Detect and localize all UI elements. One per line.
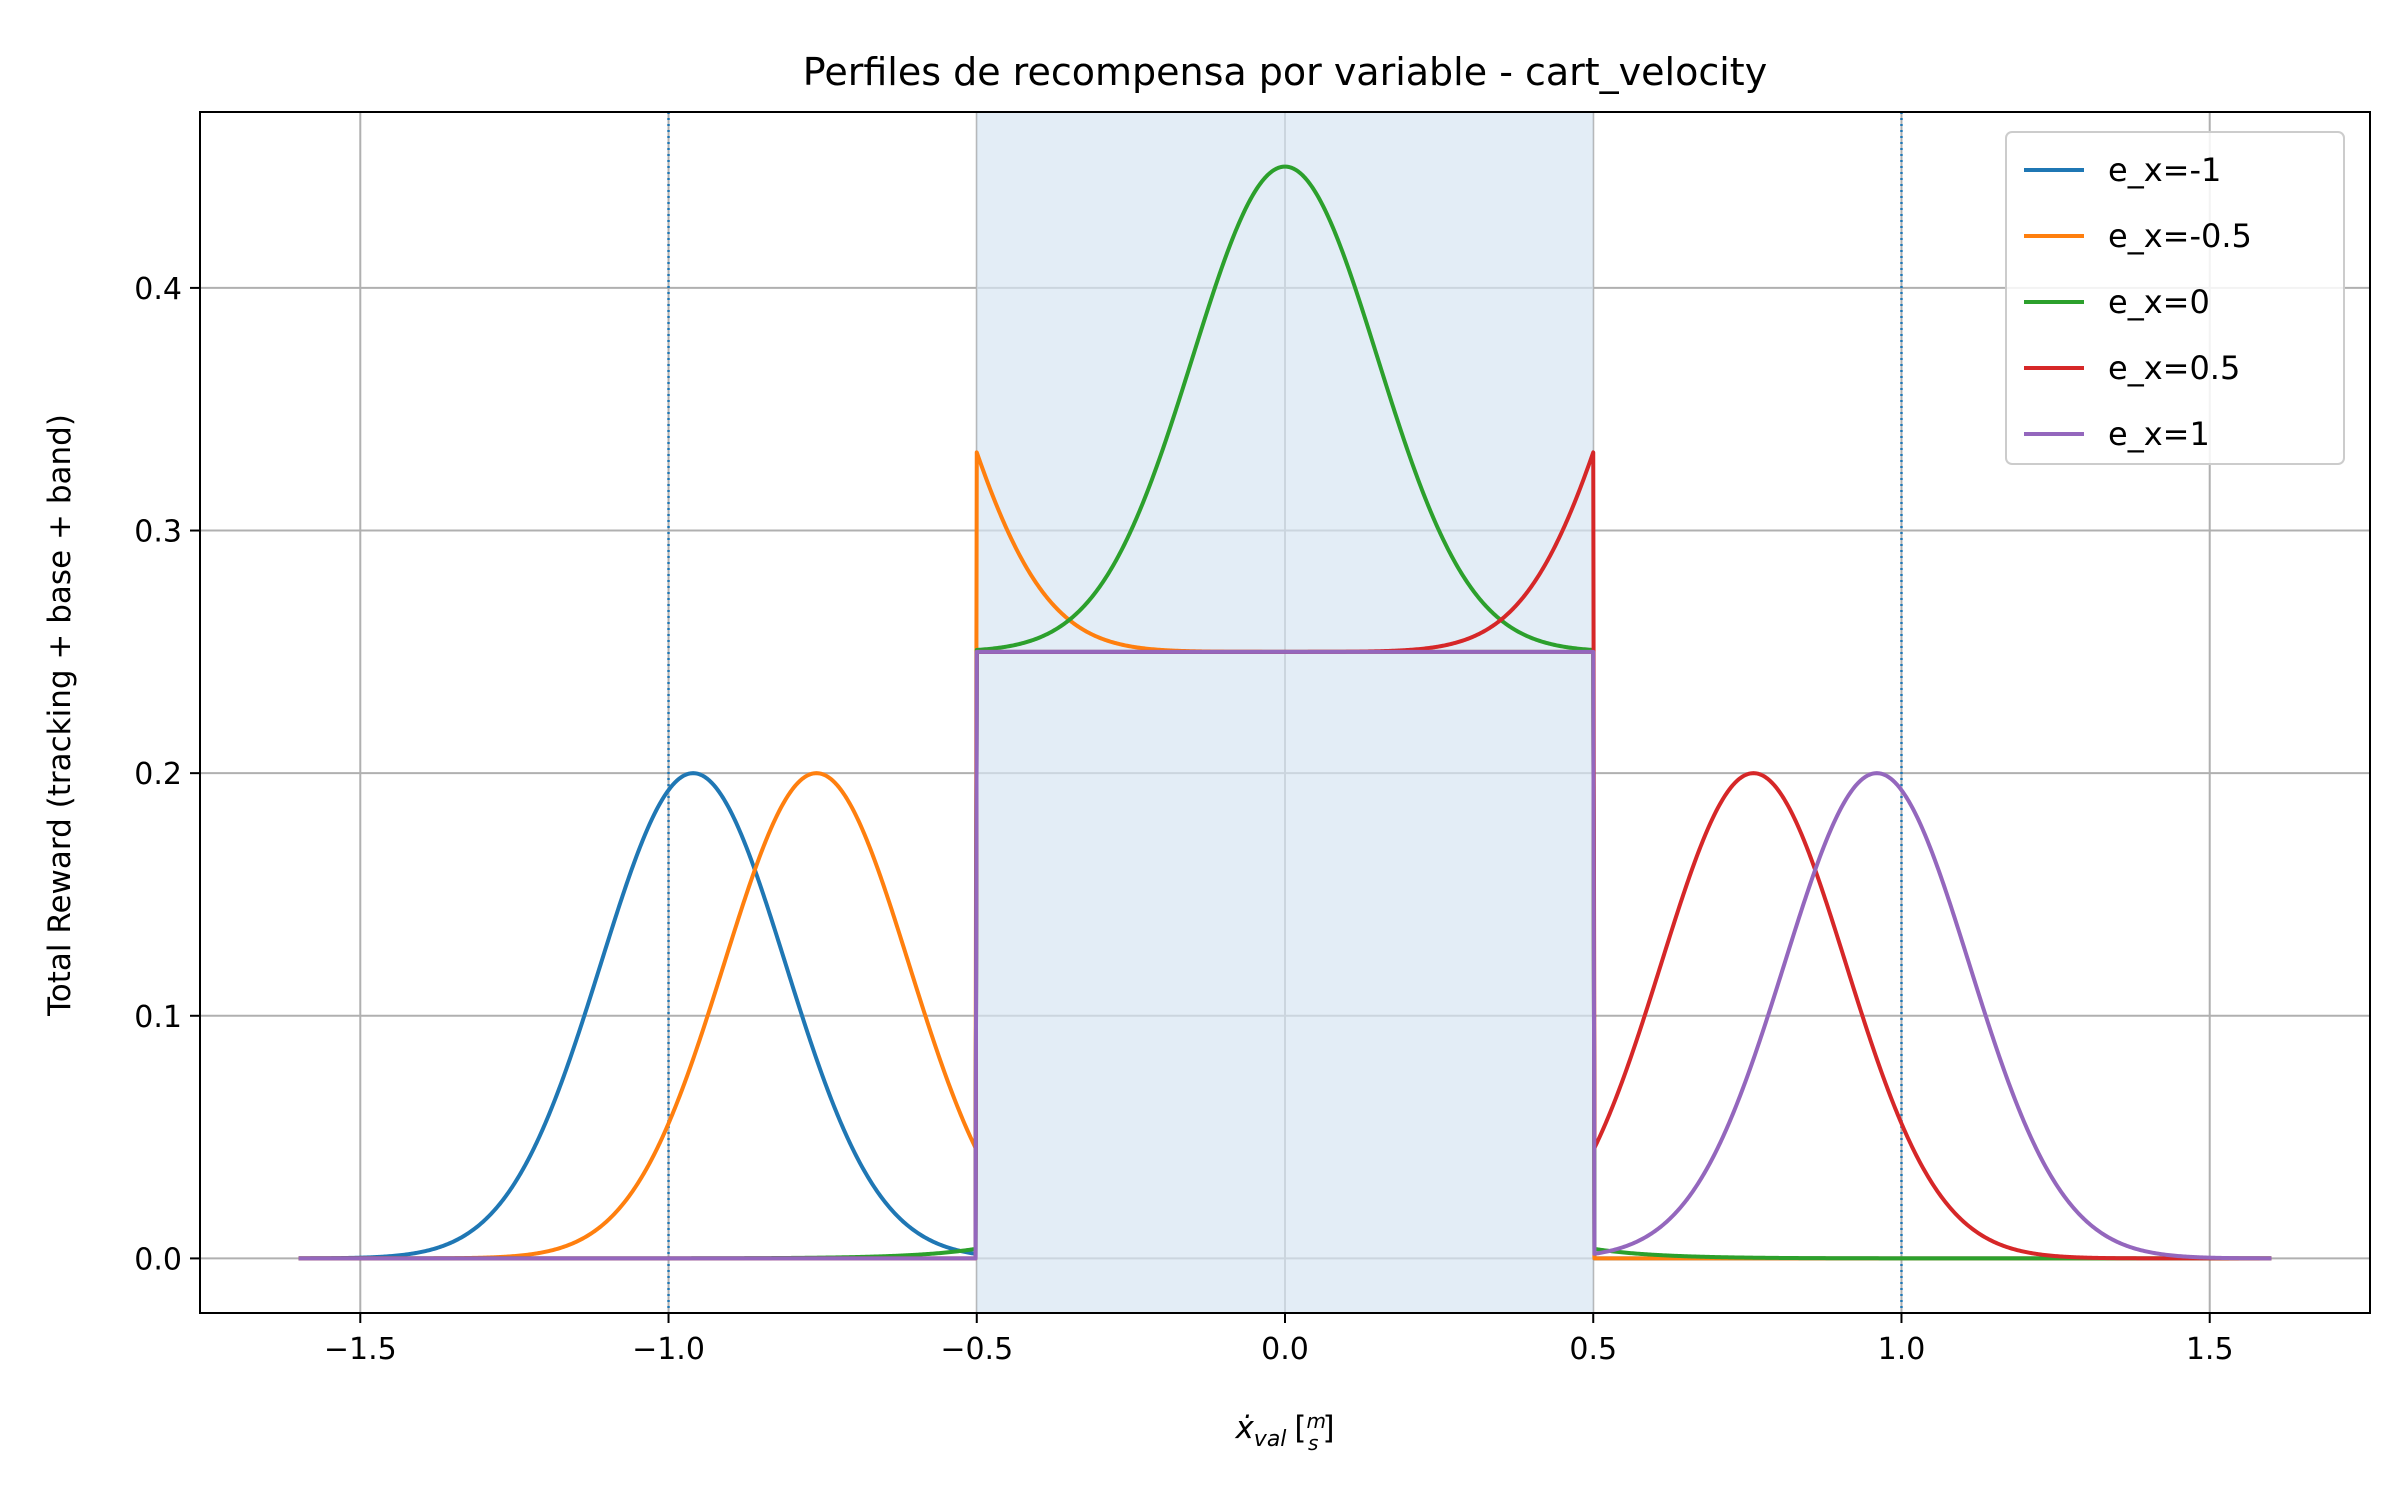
y-axis-label: Total Reward (tracking + base + band) <box>42 414 78 1017</box>
legend-label: e_x=0 <box>2108 283 2210 321</box>
legend-label: e_x=0.5 <box>2108 349 2240 387</box>
x-label-main: ẋ <box>1234 1410 1254 1446</box>
x-label-unit-close: ] <box>1322 1410 1334 1446</box>
y-tick-label: 0.4 <box>134 272 182 307</box>
y-tick-label: 0.3 <box>134 515 182 550</box>
x-label-unit-num: m <box>1307 1409 1326 1433</box>
x-tick-label: −0.5 <box>940 1332 1013 1367</box>
y-tick-label: 0.2 <box>134 757 182 792</box>
x-label-unit-den: s <box>1308 1431 1318 1455</box>
x-axis-label: ẋval [m s] <box>1234 1409 1334 1455</box>
legend-box <box>2005 131 2345 465</box>
x-tick-label: 0.0 <box>1261 1332 1309 1367</box>
series-line-4 <box>297 649 2273 1261</box>
legend-label: e_x=1 <box>2108 415 2210 453</box>
x-label-subscript: val <box>1254 1427 1287 1452</box>
legend-label: e_x=-1 <box>2108 151 2221 189</box>
x-tick-label: 1.5 <box>2186 1332 2234 1367</box>
x-label-unit-open: [ <box>1294 1410 1306 1446</box>
y-tick-label: 0.0 <box>134 1242 182 1277</box>
x-tick-label: −1.5 <box>324 1332 397 1367</box>
y-tick-label: 0.1 <box>134 1000 182 1035</box>
x-tick-label: 0.5 <box>1569 1332 1617 1367</box>
chart-title: Perfiles de recompensa por variable - ca… <box>803 50 1767 94</box>
x-tick-label: −1.0 <box>632 1332 705 1367</box>
legend-label: e_x=-0.5 <box>2108 217 2252 255</box>
x-tick-label: 1.0 <box>1878 1332 1926 1367</box>
tolerance-band <box>976 112 1594 1313</box>
